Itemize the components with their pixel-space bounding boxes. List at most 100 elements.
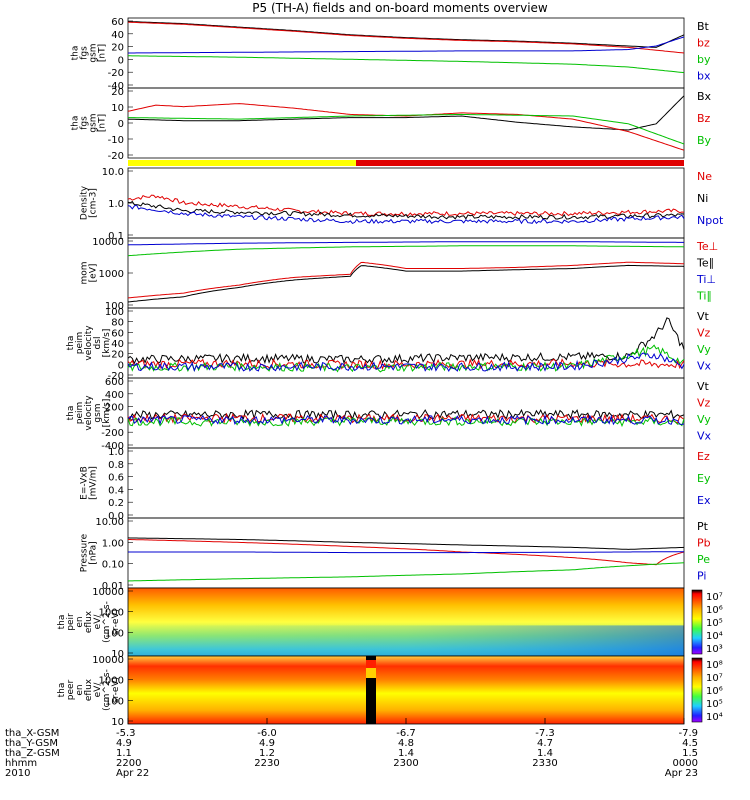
- y-axis-label-line: [nPa]: [89, 541, 99, 564]
- legend-te⊥: Te⊥: [696, 240, 718, 253]
- y-tick-label: 100: [105, 307, 124, 318]
- series-bz: [127, 103, 685, 151]
- footer-row-label: tha_Y-GSM: [5, 738, 58, 749]
- footer-value: 1.5: [682, 748, 698, 759]
- y-tick-label: 0: [118, 360, 124, 371]
- y-axis-label-line: tha: [57, 683, 67, 698]
- y-tick-label: 1.0: [108, 199, 124, 210]
- legend-bx: bx: [697, 70, 711, 83]
- footer-value: 4.7: [537, 738, 553, 749]
- series-bx: [127, 95, 685, 131]
- y-tick-label: 60: [111, 328, 124, 339]
- panel-3: 10.0 1.0 0.1 Density [cm-3] Ne Ni Npot: [80, 167, 724, 242]
- footer-value: 4.9: [116, 738, 132, 749]
- y-axis-label-line: Density: [80, 185, 90, 220]
- y-tick-label: 400: [105, 390, 124, 401]
- spectrogram-low-energy: [128, 625, 684, 656]
- footer-value: 4.5: [682, 738, 698, 749]
- series-bx: [128, 36, 685, 54]
- y-tick-label: -10: [108, 135, 124, 146]
- y-tick-label: 80: [111, 318, 124, 329]
- series-bt: [127, 21, 685, 48]
- y-axis-label-line: eV/: [93, 614, 103, 630]
- panel-2: 20 10 0 -10 -20 tha fgs gsm [nT] Bx Bz By: [71, 87, 712, 162]
- legend-ni: Ni: [697, 192, 708, 205]
- y-tick-label: -20: [108, 151, 124, 162]
- data-gap-mid: [366, 668, 376, 678]
- footer-value: 4.9: [259, 738, 275, 749]
- y-axis-label-line: (cm^2-s-: [102, 601, 112, 643]
- series-te⊥: [127, 261, 684, 299]
- legend-vy: Vy: [697, 413, 711, 426]
- y-axis-label: tha fgs gsm [nT]: [71, 43, 108, 62]
- y-tick-label: 0: [118, 119, 124, 130]
- legend-vt: Vt: [697, 310, 710, 323]
- y-axis-label-line: tha: [71, 46, 81, 61]
- mode-bar-slow: [128, 160, 356, 166]
- y-axis-label-line: peim: [75, 332, 85, 355]
- series-vy: [127, 415, 685, 428]
- y-axis-label-line: peir: [66, 613, 76, 631]
- y-axis-label-line: gsm: [93, 403, 103, 422]
- series-by: [128, 55, 685, 74]
- data-gap: [366, 656, 376, 724]
- y-axis-label-line: tha: [71, 116, 81, 131]
- y-axis-label-line: tha: [57, 615, 67, 630]
- y-tick-label: 20: [111, 87, 124, 98]
- y-tick-label: 10: [111, 717, 124, 728]
- footer-value: 0000: [673, 758, 698, 769]
- footer-value: -7.9: [678, 728, 698, 739]
- y-axis-label: tha peim velocity gsm [km/s]: [66, 395, 112, 431]
- y-tick-label: 40: [111, 339, 124, 350]
- y-axis-label: tha peim velocity dsl [km/s]: [66, 325, 112, 361]
- series-pe: [127, 562, 685, 582]
- series-vt: [127, 317, 685, 365]
- y-tick-label: 0.4: [108, 485, 124, 496]
- legend-ey: Ey: [697, 472, 711, 485]
- series-ne: [127, 194, 685, 217]
- legend-ti∥: Ti∥: [696, 290, 712, 303]
- y-axis-label-line: [km/s]: [102, 329, 112, 358]
- y-axis-label-line: sr-eV): [111, 609, 121, 635]
- panel-9: 10⁷ 10⁶ 10⁵ 10⁴ 10³ 10000 1000 100 10 tha peir en ef…: [57, 587, 723, 660]
- y-axis-label-line: E=-VxB: [80, 466, 90, 500]
- series-vz: [127, 358, 685, 371]
- legend-npot: Npot: [697, 214, 724, 227]
- plot-title: P5 (TH-A) fields and on-board moments ov…: [252, 1, 548, 15]
- y-axis-label-line: en: [75, 684, 85, 695]
- y-axis-label-line: gsm: [89, 43, 99, 62]
- y-axis-label-line: fgs: [80, 46, 90, 60]
- footer-value: 1.2: [259, 748, 275, 759]
- y-tick-label: 1000: [99, 608, 124, 619]
- panel-7: 1.0 0.8 0.60.4 0.2 0.0 E=-VxB [mV/m] Ez Ey Ex: [80, 447, 711, 522]
- legend-te∥: Te∥: [696, 257, 714, 270]
- series-pt: [127, 537, 685, 550]
- spectrogram: [128, 656, 684, 724]
- series-by: [128, 113, 685, 145]
- series-vy: [127, 344, 685, 373]
- y-tick-label: 10000: [92, 655, 124, 666]
- y-axis-label-line: [eV]: [89, 264, 99, 283]
- footer-value: 2230: [254, 758, 279, 769]
- y-axis-label-line: velocity: [84, 325, 94, 361]
- footer-row-label: 2010: [5, 768, 30, 779]
- y-tick-label: 200: [105, 403, 124, 414]
- y-axis-label-line: peer: [66, 679, 76, 700]
- legend-ex: Ex: [697, 494, 711, 507]
- colorbar-tick-label: 10⁷: [706, 592, 723, 603]
- y-tick-label: 10000: [92, 587, 124, 598]
- y-tick-label: 10: [111, 103, 124, 114]
- footer: tha_X-GSMtha_Y-GSMtha_Z-GSMhhmm2010-5.34…: [5, 718, 698, 779]
- y-tick-label: 0: [118, 55, 124, 66]
- legend-vy: Vy: [697, 343, 711, 356]
- footer-value: Apr 23: [665, 768, 698, 779]
- footer-value: 1.4: [398, 748, 414, 759]
- series-te∥: [127, 264, 685, 303]
- y-tick-label: -40: [108, 81, 124, 92]
- footer-value: 2300: [393, 758, 418, 769]
- y-tick-label: 10: [111, 649, 124, 660]
- y-axis-label-line: eflux: [84, 678, 94, 701]
- y-tick-label: 0.8: [108, 460, 124, 471]
